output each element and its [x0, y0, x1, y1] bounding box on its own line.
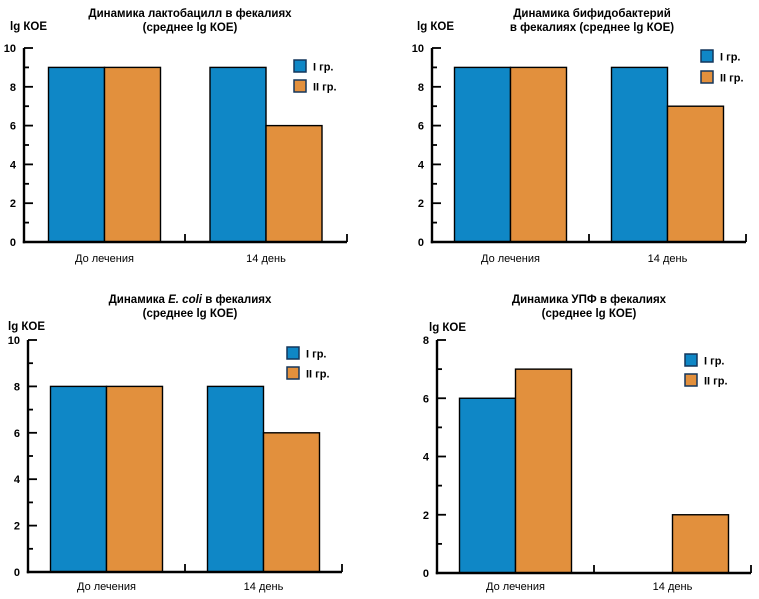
- bar-upf-series1-group1: [458, 397, 517, 574]
- bar-lactobacilli-series2-group1: [103, 66, 162, 243]
- legend-label: II гр.: [704, 376, 728, 388]
- chart-title: Динамика бифидобактерий: [513, 8, 671, 20]
- bar-bifidobacteria-series1-group1: [453, 66, 512, 243]
- category-label: До лечения: [75, 253, 134, 265]
- bar-bifidobacteria-series2-group2: [666, 105, 725, 243]
- bar-ecoli-series2-group1: [105, 385, 164, 573]
- chart-title: Динамика УПФ в фекалиях: [512, 294, 667, 306]
- bar-lactobacilli-series1-group2: [209, 66, 267, 243]
- chart-plot: Динамика лактобацилл в фекалиях (среднее …: [4, 8, 348, 265]
- bar-ecoli-series1-group2: [206, 385, 265, 573]
- chart-lactobacilli: Динамика лактобацилл в фекалиях (среднее …: [0, 0, 380, 290]
- legend-swatch-series2: [684, 373, 698, 387]
- chart-ecoli: Динамика E. coli в фекалиях (среднее lg К…: [0, 290, 380, 599]
- legend-label: I гр.: [704, 356, 724, 368]
- y-tick-label: 8: [10, 82, 16, 94]
- category-label: 14 день: [246, 253, 286, 265]
- legend-label: II гр.: [313, 82, 337, 94]
- y-tick-label: 10: [4, 43, 16, 55]
- y-tick-label: 2: [418, 198, 424, 210]
- chart-title: Динамика E. coli в фекалиях: [109, 294, 272, 306]
- legend-swatch-series1: [700, 49, 714, 63]
- y-tick-label: 4: [423, 452, 430, 464]
- bar-lactobacilli-series2-group2: [265, 124, 323, 243]
- legend-swatch-series2: [700, 70, 714, 84]
- category-label: До лечения: [486, 581, 545, 593]
- legend-label: I гр.: [306, 349, 326, 361]
- y-tick-label: 6: [418, 121, 424, 133]
- chart-title: Динамика лактобацилл в фекалиях: [88, 8, 292, 20]
- chart-title: (среднее lg КОЕ): [143, 308, 238, 320]
- y-tick-label: 0: [10, 237, 16, 249]
- bar-upf-series2-group2: [671, 514, 730, 574]
- bar-ecoli-series1-group1: [49, 385, 108, 573]
- legend-swatch-series1: [293, 59, 307, 73]
- y-tick-label: 2: [423, 510, 429, 522]
- chart-title: (среднее lg КОЕ): [542, 308, 637, 320]
- y-axis-label: lg КОЕ: [417, 21, 454, 33]
- category-label: 14 день: [653, 581, 693, 593]
- y-axis-label: lg КОЕ: [429, 322, 466, 334]
- bar-bifidobacteria-series2-group1: [509, 66, 568, 243]
- y-tick-label: 0: [423, 568, 429, 580]
- y-tick-label: 6: [423, 393, 429, 405]
- y-tick-label: 8: [418, 82, 424, 94]
- y-tick-label: 4: [418, 159, 425, 171]
- y-tick-label: 2: [14, 521, 20, 533]
- bar-bifidobacteria-series1-group2: [610, 66, 669, 243]
- y-tick-label: 8: [423, 335, 429, 347]
- y-tick-label: 10: [412, 43, 424, 55]
- y-tick-label: 4: [10, 159, 17, 171]
- category-label: До лечения: [481, 253, 540, 265]
- legend-label: II гр.: [306, 369, 330, 381]
- y-tick-label: 8: [14, 381, 20, 393]
- y-tick-label: 4: [14, 474, 21, 486]
- y-axis-label: lg КОЕ: [10, 21, 47, 33]
- y-axis-label: lg КОЕ: [8, 321, 45, 333]
- chart-bifidobacteria: Динамика бифидобактерий в фекалиях (средн…: [379, 0, 759, 290]
- bar-ecoli-series2-group2: [262, 432, 321, 573]
- chart-plot: Динамика E. coli в фекалиях (среднее lg К…: [8, 294, 343, 593]
- chart-plot: Динамика УПФ в фекалиях (среднее lg КОЕ) l…: [423, 294, 752, 593]
- chart-title: в фекалиях (среднее lg КОЕ): [510, 22, 674, 34]
- chart-upf: Динамика УПФ в фекалиях (среднее lg КОЕ) l…: [379, 290, 759, 599]
- y-tick-label: 0: [14, 567, 20, 579]
- legend-label: I гр.: [720, 52, 740, 64]
- legend-swatch-series2: [286, 366, 300, 380]
- chart-plot: Динамика бифидобактерий в фекалиях (средн…: [412, 8, 747, 265]
- y-tick-label: 10: [8, 335, 20, 347]
- legend-swatch-series1: [684, 353, 698, 367]
- legend-label: I гр.: [313, 62, 333, 74]
- y-tick-label: 2: [10, 198, 16, 210]
- category-label: До лечения: [77, 581, 136, 593]
- chart-title: (среднее lg КОЕ): [143, 22, 238, 34]
- bar-lactobacilli-series1-group1: [47, 66, 106, 243]
- legend-swatch-series2: [293, 79, 307, 93]
- bar-upf-series2-group1: [514, 368, 573, 574]
- y-tick-label: 6: [14, 428, 20, 440]
- y-tick-label: 6: [10, 121, 16, 133]
- legend-label: II гр.: [720, 73, 744, 85]
- category-label: 14 день: [244, 581, 284, 593]
- y-tick-label: 0: [418, 237, 424, 249]
- category-label: 14 день: [648, 253, 688, 265]
- legend-swatch-series1: [286, 346, 300, 360]
